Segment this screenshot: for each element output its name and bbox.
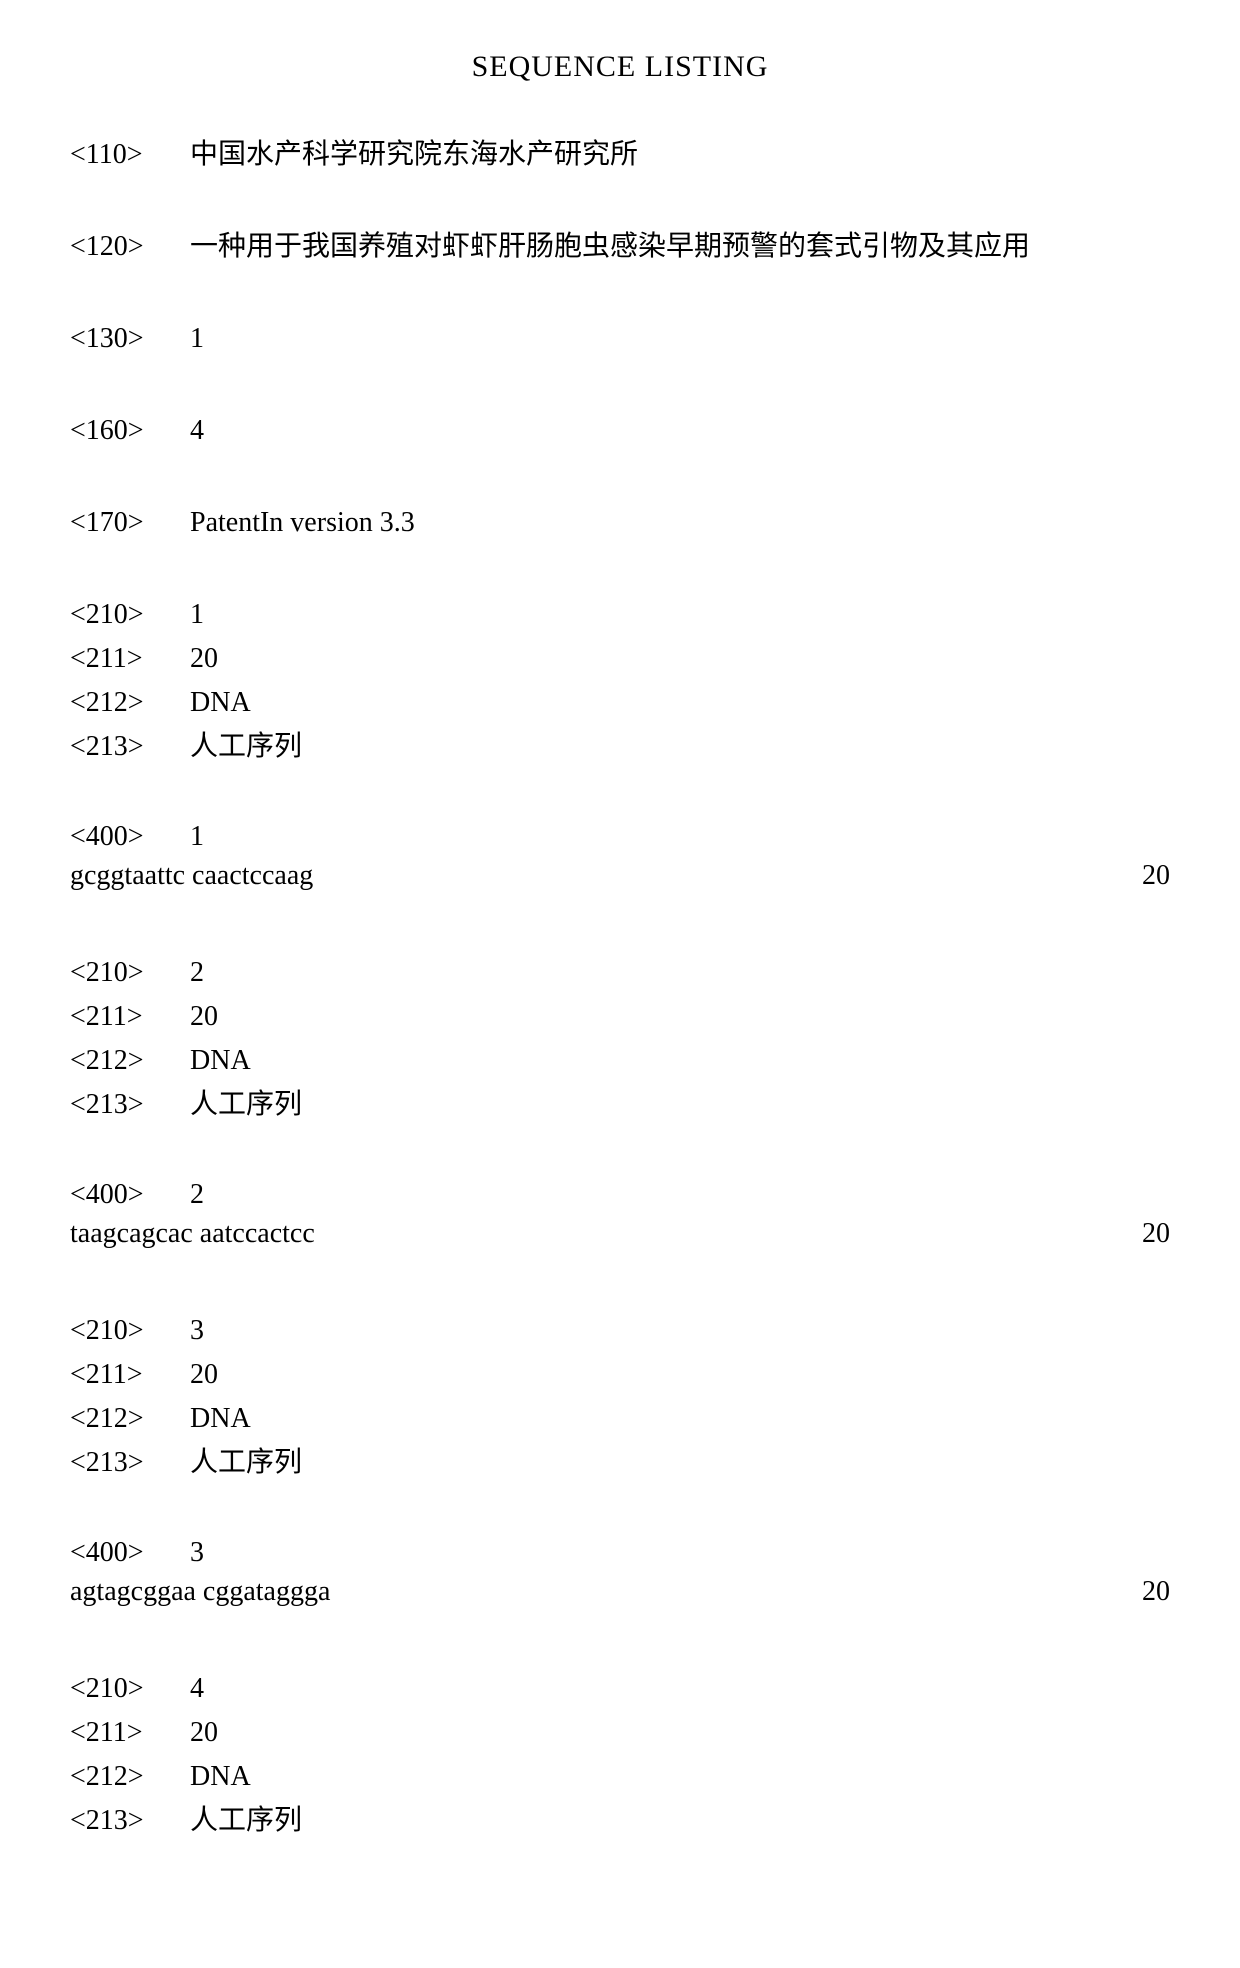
seq-type-tag: <212> [70, 1040, 190, 1082]
sequence-block: <210> 2 <211> 20 <212> DNA <213> 人工序列 [70, 952, 1170, 1126]
seq-data-tag: <400> [70, 816, 190, 858]
seq-organism-entry: <213> 人工序列 [70, 1442, 1170, 1484]
seq-data-value: 1 [190, 816, 1170, 858]
seq-type-value: DNA [190, 1756, 1170, 1798]
software-block: <170> PatentIn version 3.3 [70, 502, 1170, 544]
seq-organism-tag: <213> [70, 1442, 190, 1484]
seq-length-entry: <211> 20 [70, 996, 1170, 1038]
seq-type-entry: <212> DNA [70, 1040, 1170, 1082]
seq-data-value: 2 [190, 1174, 1170, 1216]
seq-type-entry: <212> DNA [70, 1398, 1170, 1440]
seq-organism-entry: <213> 人工序列 [70, 726, 1170, 768]
seq-length-entry: <211> 20 [70, 638, 1170, 680]
sequence-block: <210> 1 <211> 20 <212> DNA <213> 人工序列 [70, 594, 1170, 768]
seq-id-value: 3 [190, 1310, 1170, 1352]
sequence-line: gcggtaattc caactccaag 20 [70, 860, 1170, 892]
sequence-length-display: 20 [1142, 860, 1170, 892]
seq-id-entry: <210> 2 [70, 952, 1170, 994]
seq-type-tag: <212> [70, 1756, 190, 1798]
sequence-length-display: 20 [1142, 1576, 1170, 1608]
seqcount-value: 4 [190, 410, 1170, 452]
seq-type-value: DNA [190, 682, 1170, 724]
invention-title-tag: <120> [70, 226, 190, 268]
seq-length-value: 20 [190, 638, 1170, 680]
seq-id-value: 4 [190, 1668, 1170, 1710]
fileref-tag: <130> [70, 318, 190, 360]
invention-title-entry: <120> 一种用于我国养殖对虾虾肝肠胞虫感染早期预警的套式引物及其应用 [70, 226, 1170, 268]
seq-id-entry: <210> 1 [70, 594, 1170, 636]
seq-id-entry: <210> 3 [70, 1310, 1170, 1352]
seq-organism-tag: <213> [70, 1084, 190, 1126]
seq-data-entry: <400> 2 [70, 1174, 1170, 1216]
applicant-tag: <110> [70, 134, 190, 176]
seq-id-tag: <210> [70, 1310, 190, 1352]
seqcount-entry: <160> 4 [70, 410, 1170, 452]
invention-title-block: <120> 一种用于我国养殖对虾虾肝肠胞虫感染早期预警的套式引物及其应用 [70, 226, 1170, 268]
sequence-block: <210> 4 <211> 20 <212> DNA <213> 人工序列 [70, 1668, 1170, 1842]
seq-type-tag: <212> [70, 1398, 190, 1440]
seq-type-value: DNA [190, 1040, 1170, 1082]
sequence-text: agtagcggaa cggataggga [70, 1576, 330, 1608]
fileref-value: 1 [190, 318, 1170, 360]
sequence-block: <210> 3 <211> 20 <212> DNA <213> 人工序列 [70, 1310, 1170, 1484]
seq-length-tag: <211> [70, 996, 190, 1038]
fileref-entry: <130> 1 [70, 318, 1170, 360]
seq-type-entry: <212> DNA [70, 682, 1170, 724]
seqcount-tag: <160> [70, 410, 190, 452]
seq-data-tag: <400> [70, 1532, 190, 1574]
header-block: <110> 中国水产科学研究院东海水产研究所 [70, 134, 1170, 176]
seq-length-entry: <211> 20 [70, 1712, 1170, 1754]
seq-id-value: 2 [190, 952, 1170, 994]
seq-organism-entry: <213> 人工序列 [70, 1084, 1170, 1126]
sequence-text: taagcagcac aatccactcc [70, 1218, 315, 1250]
sequence-line: taagcagcac aatccactcc 20 [70, 1218, 1170, 1250]
seq-id-tag: <210> [70, 594, 190, 636]
seq-data-entry: <400> 3 [70, 1532, 1170, 1574]
software-value: PatentIn version 3.3 [190, 502, 1170, 544]
seq-id-entry: <210> 4 [70, 1668, 1170, 1710]
seq-length-entry: <211> 20 [70, 1354, 1170, 1396]
seq-type-tag: <212> [70, 682, 190, 724]
seq-organism-value: 人工序列 [190, 726, 1170, 768]
seqcount-block: <160> 4 [70, 410, 1170, 452]
software-entry: <170> PatentIn version 3.3 [70, 502, 1170, 544]
fileref-block: <130> 1 [70, 318, 1170, 360]
sequence-length-display: 20 [1142, 1218, 1170, 1250]
seq-id-value: 1 [190, 594, 1170, 636]
seq-length-tag: <211> [70, 638, 190, 680]
seq-data-entry: <400> 1 [70, 816, 1170, 858]
seq-length-value: 20 [190, 996, 1170, 1038]
seq-type-entry: <212> DNA [70, 1756, 1170, 1798]
invention-title-value: 一种用于我国养殖对虾虾肝肠胞虫感染早期预警的套式引物及其应用 [190, 226, 1170, 268]
seq-length-tag: <211> [70, 1712, 190, 1754]
seq-length-tag: <211> [70, 1354, 190, 1396]
seq-organism-entry: <213> 人工序列 [70, 1800, 1170, 1842]
software-tag: <170> [70, 502, 190, 544]
applicant-value: 中国水产科学研究院东海水产研究所 [190, 134, 1170, 176]
seq-organism-value: 人工序列 [190, 1800, 1170, 1842]
seq-data-value: 3 [190, 1532, 1170, 1574]
seq-type-value: DNA [190, 1398, 1170, 1440]
seq-organism-value: 人工序列 [190, 1442, 1170, 1484]
sequence-text: gcggtaattc caactccaag [70, 860, 313, 892]
seq-organism-tag: <213> [70, 726, 190, 768]
seq-id-tag: <210> [70, 1668, 190, 1710]
seq-id-tag: <210> [70, 952, 190, 994]
seq-organism-tag: <213> [70, 1800, 190, 1842]
seq-length-value: 20 [190, 1354, 1170, 1396]
seq-length-value: 20 [190, 1712, 1170, 1754]
sequence-line: agtagcggaa cggataggga 20 [70, 1576, 1170, 1608]
applicant-entry: <110> 中国水产科学研究院东海水产研究所 [70, 134, 1170, 176]
seq-organism-value: 人工序列 [190, 1084, 1170, 1126]
seq-data-tag: <400> [70, 1174, 190, 1216]
document-title: SEQUENCE LISTING [70, 50, 1170, 84]
